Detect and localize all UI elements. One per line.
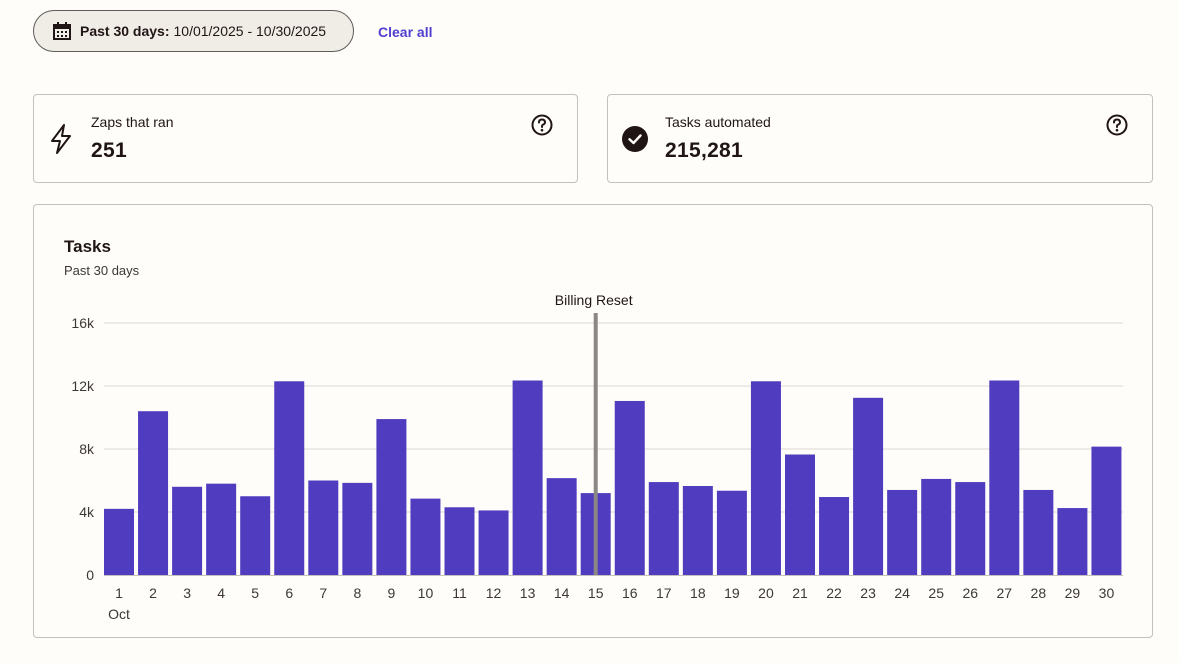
x-tick-label: 7	[319, 585, 327, 601]
x-tick-label: 28	[1031, 585, 1047, 601]
bar	[206, 483, 237, 575]
bar	[308, 480, 339, 575]
bar	[853, 397, 884, 575]
x-tick-label: 12	[486, 585, 502, 601]
x-tick-label: 1	[115, 585, 123, 601]
bar	[750, 381, 781, 575]
zaps-ran-card: Zaps that ran 251	[33, 94, 578, 183]
billing-reset-marker	[593, 313, 598, 575]
x-tick-label: 16	[622, 585, 638, 601]
bar	[785, 454, 815, 575]
bar	[478, 510, 509, 575]
chart-subtitle: Past 30 days	[64, 263, 140, 278]
stat-label: Zaps that ran	[91, 114, 174, 130]
x-tick-label: 10	[418, 585, 434, 601]
bar	[410, 498, 441, 575]
bar	[716, 490, 747, 575]
x-tick-label: 24	[894, 585, 910, 601]
tasks-automated-card: Tasks automated 215,281	[607, 94, 1153, 183]
x-tick-label: 27	[997, 585, 1013, 601]
bar	[1091, 446, 1122, 575]
x-tick-label: 15	[588, 585, 604, 601]
bar	[104, 508, 134, 575]
bar	[342, 482, 373, 575]
bar	[887, 489, 918, 575]
bar	[921, 478, 952, 575]
x-tick-label: 20	[758, 585, 774, 601]
calendar-icon	[52, 21, 72, 41]
x-tick-label: 5	[251, 585, 259, 601]
date-range-label: Past 30 days:	[80, 23, 170, 39]
x-tick-label: 22	[826, 585, 842, 601]
stat-value: 215,281	[665, 139, 744, 162]
x-tick-label: 25	[928, 585, 944, 601]
date-range-filter[interactable]: Past 30 days: 10/01/2025 - 10/30/2025	[33, 10, 354, 52]
x-tick-label: 9	[388, 585, 396, 601]
bar	[274, 381, 305, 575]
bar	[819, 497, 850, 575]
billing-reset-label: Billing Reset	[555, 292, 633, 308]
bar	[1057, 508, 1088, 575]
clear-all-link[interactable]: Clear all	[378, 24, 433, 40]
help-icon[interactable]	[531, 114, 553, 136]
x-tick-label: 13	[520, 585, 536, 601]
bar	[512, 380, 543, 575]
y-tick-label: 4k	[79, 504, 95, 520]
x-tick-label: 29	[1065, 585, 1081, 601]
bar	[240, 496, 271, 575]
x-month-label: Oct	[108, 606, 130, 622]
x-tick-label: 19	[724, 585, 740, 601]
x-tick-label: 17	[656, 585, 672, 601]
chart-title: Tasks	[64, 237, 111, 256]
bar	[376, 419, 407, 575]
bar	[648, 482, 679, 575]
x-tick-label: 8	[353, 585, 361, 601]
help-icon[interactable]	[1106, 114, 1128, 136]
x-tick-label: 30	[1099, 585, 1115, 601]
lightning-icon	[48, 123, 74, 155]
x-tick-label: 2	[149, 585, 157, 601]
x-tick-label: 18	[690, 585, 706, 601]
date-range-value: 10/01/2025 - 10/30/2025	[173, 23, 327, 39]
bar	[682, 486, 713, 575]
stat-value: 251	[91, 139, 127, 162]
y-tick-label: 8k	[79, 441, 95, 457]
x-tick-label: 4	[217, 585, 225, 601]
bar	[546, 478, 577, 575]
x-tick-label: 3	[183, 585, 191, 601]
stat-label: Tasks automated	[665, 114, 771, 130]
bar	[444, 507, 475, 575]
bar	[614, 400, 645, 575]
bar	[1023, 489, 1054, 575]
bar	[172, 486, 203, 575]
x-tick-label: 23	[860, 585, 876, 601]
x-tick-label: 14	[554, 585, 570, 601]
bar	[955, 482, 986, 575]
y-tick-label: 16k	[71, 315, 95, 331]
tasks-chart-card: Tasks Past 30 days 0 4k 8k 12k 16k 1 2 3 4 5 6 7 8 9 1…	[33, 204, 1153, 638]
x-tick-label: 6	[285, 585, 293, 601]
y-tick-label: 12k	[71, 378, 95, 394]
y-tick-label: 0	[86, 567, 94, 583]
x-tick-label: 21	[792, 585, 808, 601]
check-circle-icon	[622, 123, 648, 155]
x-tick-label: 11	[452, 585, 467, 601]
x-tick-label: 26	[962, 585, 978, 601]
bar	[989, 380, 1020, 575]
bar	[138, 411, 169, 575]
